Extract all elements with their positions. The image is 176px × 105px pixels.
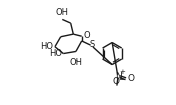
Text: O: O (127, 74, 134, 83)
Text: N: N (115, 72, 122, 81)
Text: S: S (89, 40, 94, 49)
Text: OH: OH (55, 8, 68, 17)
Text: −: − (118, 75, 125, 84)
Text: O: O (113, 77, 120, 86)
Text: HO: HO (49, 49, 62, 58)
Text: OH: OH (70, 58, 83, 67)
Text: HO: HO (40, 42, 53, 51)
Text: O: O (83, 31, 90, 40)
Text: ·: · (75, 56, 78, 66)
Text: +: + (120, 69, 126, 75)
